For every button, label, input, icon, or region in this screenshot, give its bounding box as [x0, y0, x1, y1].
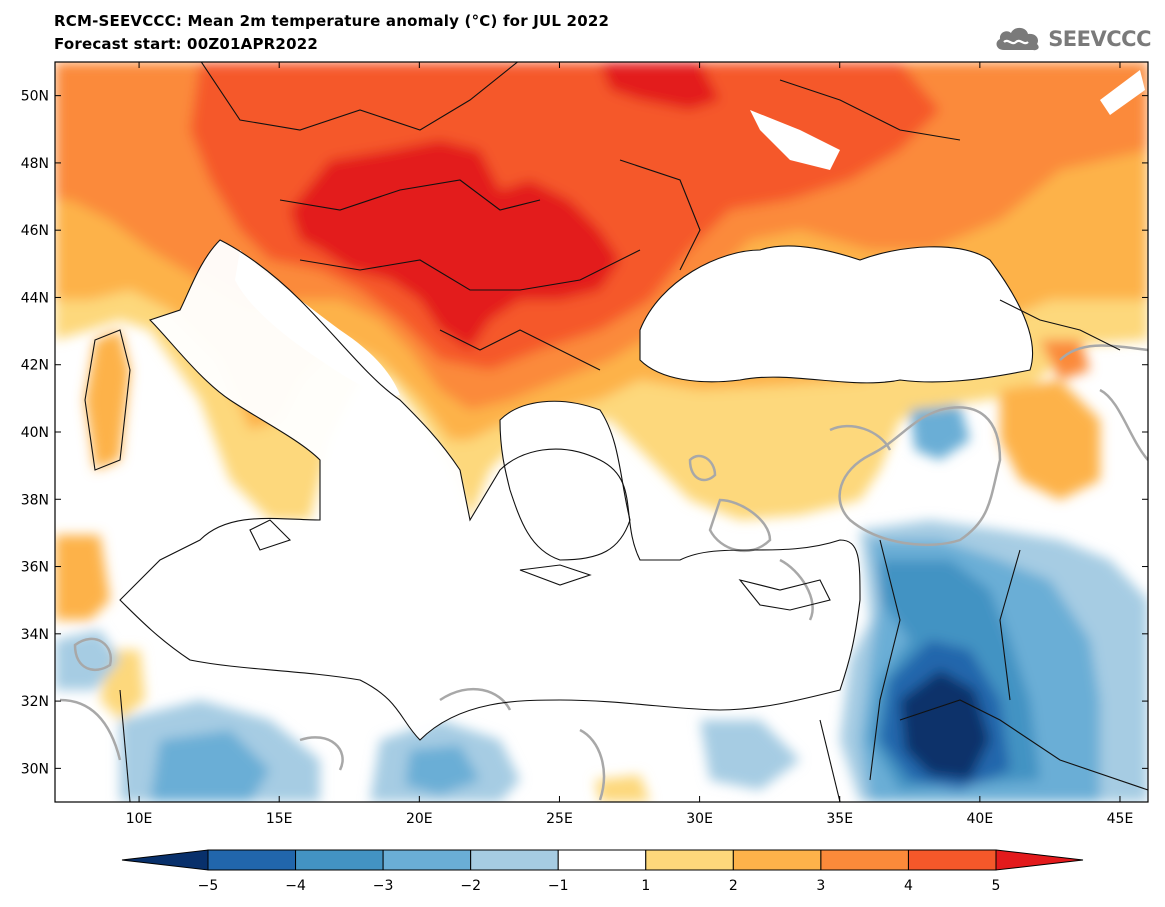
- lat-tick-label: 30N: [21, 761, 49, 777]
- colorbar-label: −1: [548, 878, 569, 894]
- coastlines-borders: [84, 62, 1148, 802]
- colorbar-bin: [820, 849, 909, 871]
- colorbar-label: −2: [460, 878, 481, 894]
- lon-tick-label: 30E: [686, 811, 713, 827]
- colorbar-bin: [470, 849, 559, 871]
- colorbar-bin: [295, 849, 384, 871]
- lat-tick-label: 44N: [21, 290, 49, 306]
- lat-tick-label: 40N: [21, 425, 49, 441]
- colorbar-bin: [907, 849, 997, 871]
- colorbar-label: −5: [198, 878, 219, 894]
- anomaly-field: [55, 62, 1148, 802]
- lat-tick-label: 42N: [21, 358, 49, 374]
- colorbar-bin: [732, 849, 822, 871]
- colorbar-bin: [382, 849, 472, 871]
- colorbar-label: 2: [729, 878, 738, 894]
- lat-tick-label: 36N: [21, 560, 49, 576]
- latitude-ticks: 50N 48N 46N 44N 42N 40N 38N 36N 34N 32N 30N: [21, 89, 1148, 777]
- lat-tick-label: 38N: [21, 492, 49, 508]
- lon-tick-label: 20E: [406, 811, 433, 827]
- colorbar: −5 −4 −3 −2 −1 1 2 3 4 5: [121, 849, 1084, 894]
- lat-tick-label: 32N: [21, 694, 49, 710]
- lon-tick-label: 10E: [126, 811, 153, 827]
- lat-tick-label: 34N: [21, 627, 49, 643]
- colorbar-label: 5: [992, 878, 1001, 894]
- colorbar-arrow-low: [121, 849, 209, 871]
- lon-tick-label: 45E: [1107, 811, 1134, 827]
- colorbar-label: −4: [285, 878, 306, 894]
- map-title: RCM-SEEVCCC: Mean 2m temperature anomaly…: [54, 12, 610, 30]
- colorbar-bin: [207, 849, 297, 871]
- colorbar-label: 4: [904, 878, 913, 894]
- lon-tick-label: 35E: [826, 811, 853, 827]
- colorbar-bin: [557, 849, 647, 871]
- colorbar-label: 1: [641, 878, 650, 894]
- contour-lines: [59, 344, 1148, 801]
- lat-tick-label: 48N: [21, 156, 49, 172]
- lon-tick-label: 25E: [546, 811, 573, 827]
- colorbar-label: −3: [373, 878, 394, 894]
- longitude-ticks: 10E 15E 20E 25E 30E 35E 40E 45E: [126, 62, 1134, 827]
- lat-tick-label: 50N: [21, 89, 49, 105]
- seevccc-logo: SEEVCCC: [992, 24, 1151, 54]
- lon-tick-label: 15E: [266, 811, 293, 827]
- cloud-icon: [996, 27, 1039, 51]
- colorbar-bin: [645, 849, 734, 871]
- lat-tick-label: 46N: [21, 223, 49, 239]
- colorbar-arrow-high: [995, 849, 1084, 871]
- logo-text: SEEVCCC: [1048, 27, 1151, 51]
- lon-tick-label: 40E: [967, 811, 994, 827]
- forecast-start-label: Forecast start: 00Z01APR2022: [54, 35, 318, 53]
- colorbar-label: 3: [816, 878, 825, 894]
